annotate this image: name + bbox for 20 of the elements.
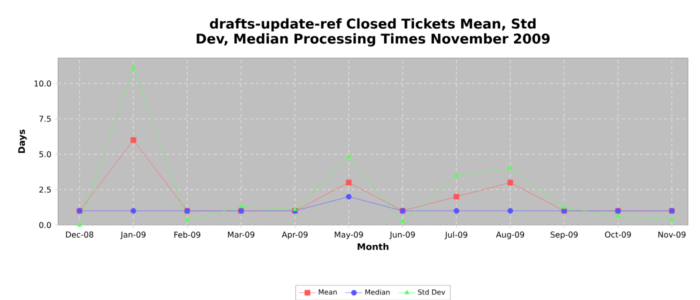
chart-title: drafts-update-ref Closed Tickets Mean, Std Dev, Median Processing Times November 2009 — [196, 18, 550, 46]
x-tick-label: Dec-08 — [66, 232, 94, 238]
y-tick-label: 10.0 — [34, 80, 51, 86]
x-tick-label: Mar-09 — [228, 232, 254, 238]
y-tick-label: 0.0 — [39, 222, 51, 228]
x-tick-label: Aug-09 — [496, 232, 524, 240]
x-tick-label: Sep-09 — [550, 232, 578, 240]
x-tick-label: Oct-09 — [605, 232, 631, 238]
x-tick-label: Jan-09 — [120, 232, 146, 240]
y-tick-label: 7.5 — [39, 116, 51, 122]
x-tick-label: Jun-09 — [389, 232, 415, 240]
x-tick-label: Apr-09 — [282, 232, 308, 240]
y-tick-label: 2.5 — [39, 186, 51, 193]
x-axis-title: Month — [358, 243, 388, 250]
x-tick-label: Nov-09 — [658, 232, 686, 238]
x-tick-label: Feb-09 — [174, 232, 200, 238]
x-tick-label: Jul-09 — [444, 232, 468, 240]
y-axis-title: Days — [18, 130, 27, 153]
x-tick-label: May-09 — [334, 232, 363, 240]
y-tick-label: 5.0 — [39, 151, 51, 158]
